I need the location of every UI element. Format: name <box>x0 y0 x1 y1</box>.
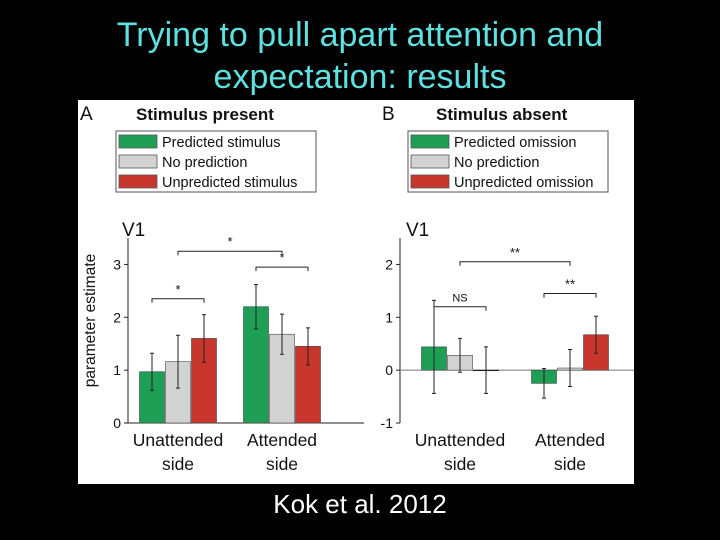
legend-label: No prediction <box>162 155 247 171</box>
x-category-label: side <box>266 454 298 474</box>
figure-panel: A Stimulus present Predicted stimulus No pr… <box>78 100 634 484</box>
significance-label: * <box>175 282 180 297</box>
legend-label: No prediction <box>454 155 539 171</box>
y-tick-label: 3 <box>113 256 121 272</box>
y-tick-label: 1 <box>385 309 393 325</box>
significance-label: NS <box>452 293 467 305</box>
chart-panel-a: A Stimulus present Predicted stimulus No pr… <box>80 104 364 474</box>
legend-swatch <box>118 134 158 149</box>
y-tick-label: 2 <box>113 309 121 325</box>
y-tick-label: 1 <box>113 362 121 378</box>
panel-letter: A <box>80 104 93 125</box>
significance-bracket <box>433 306 487 311</box>
significance-bracket <box>151 298 205 303</box>
significance-label: ** <box>510 245 520 260</box>
y-tick-label: -1 <box>381 415 394 431</box>
legend-swatch <box>410 174 450 189</box>
panel-title: Stimulus present <box>136 105 274 124</box>
y-tick-label: 2 <box>385 256 393 272</box>
panel-title: Stimulus absent <box>436 105 568 124</box>
legend-label: Unpredicted stimulus <box>162 175 297 191</box>
legend-swatch <box>118 154 158 169</box>
significance-bracket <box>459 261 571 266</box>
region-label: V1 <box>406 220 429 241</box>
x-category-label: side <box>554 454 586 474</box>
x-category-label: Unattended <box>415 430 506 450</box>
significance-label: ** <box>565 277 575 292</box>
y-tick-label: 0 <box>113 415 121 431</box>
significance-bracket <box>543 293 597 298</box>
citation: Kok et al. 2012 <box>273 489 447 519</box>
y-tick-label: 0 <box>385 362 393 378</box>
panel-letter: B <box>382 104 395 125</box>
significance-bracket <box>255 266 309 272</box>
significance-label: * <box>227 234 232 249</box>
chart-panel-b: B Stimulus absent Predicted omission No pre… <box>381 104 634 474</box>
region-label: V1 <box>122 220 145 241</box>
x-category-label: side <box>444 454 476 474</box>
legend-label: Predicted stimulus <box>162 135 280 151</box>
figure-svg: A Stimulus present Predicted stimulus No pr… <box>80 104 634 474</box>
slide-title-line-1: Trying to pull apart attention and <box>116 16 604 54</box>
legend-swatch <box>118 174 158 189</box>
x-category-label: Attended <box>535 430 605 450</box>
slide-title-line-2: expectation: results <box>213 58 507 96</box>
slide-title: Trying to pull apart attention and expec… <box>0 14 720 98</box>
significance-label: * <box>279 250 284 265</box>
legend-swatch <box>410 134 450 149</box>
x-category-label: Attended <box>247 430 317 450</box>
legend-label: Unpredicted omission <box>454 175 593 191</box>
y-axis-label: parameter estimate <box>82 254 99 388</box>
legend-label: Predicted omission <box>454 135 577 151</box>
x-category-label: Unattended <box>133 430 224 450</box>
legend-swatch <box>410 154 450 169</box>
significance-bracket <box>177 250 283 256</box>
x-category-label: side <box>162 454 194 474</box>
